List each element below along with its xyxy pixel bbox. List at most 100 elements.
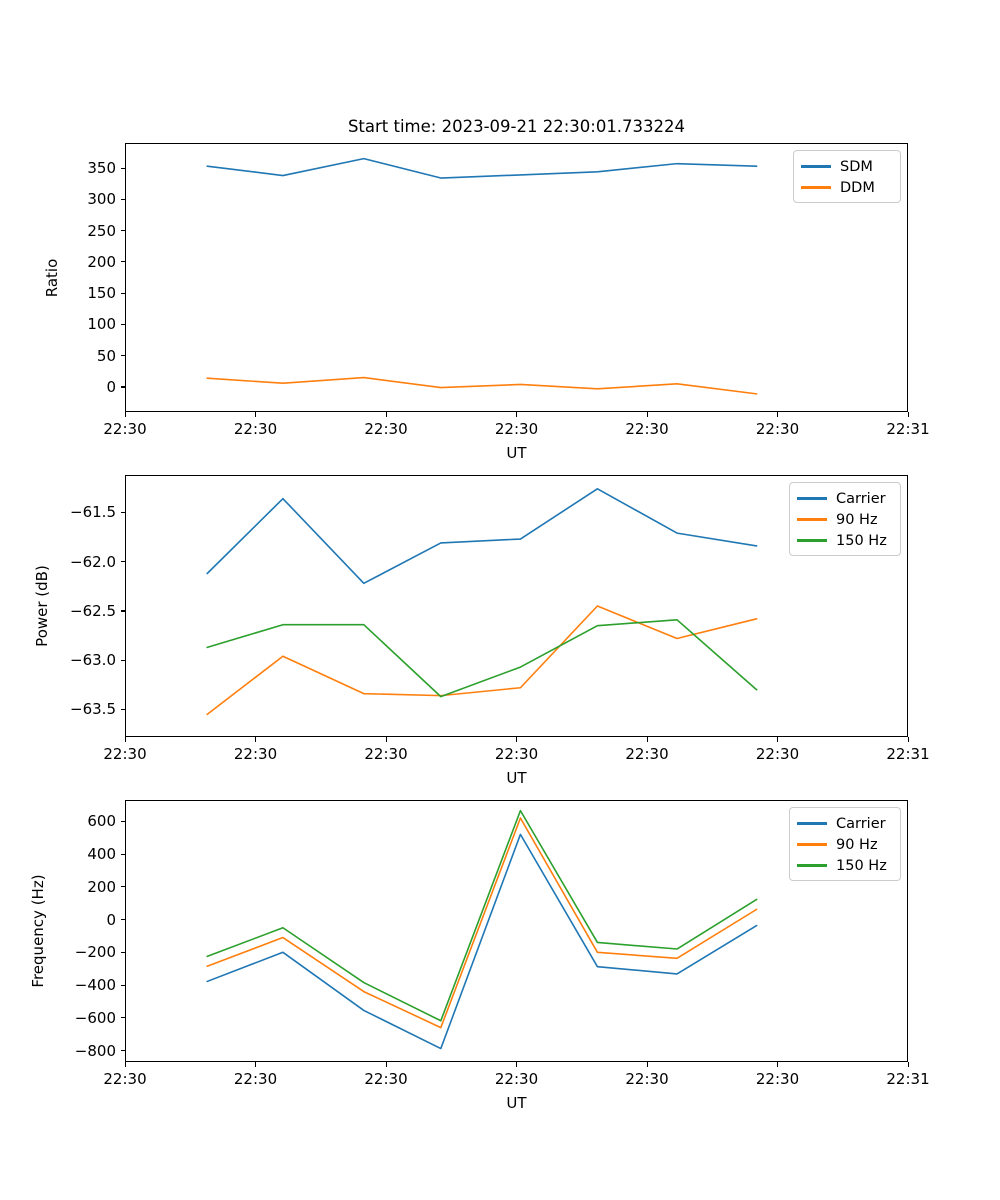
legend: Carrier 90 Hz 150 Hz [789, 482, 901, 556]
xtick-mark [777, 1062, 779, 1067]
ytick-label: −61.5 [70, 503, 116, 522]
xtick-mark [516, 737, 518, 742]
ytick-label: −400 [74, 976, 116, 995]
ytick-mark [120, 820, 125, 822]
ytick-label: 50 [96, 346, 116, 365]
legend-label: 150 Hz [836, 532, 887, 549]
legend-item: 150 Hz [797, 855, 893, 876]
ytick-label: 250 [87, 221, 116, 240]
ytick-mark [120, 511, 125, 514]
ytick-mark [120, 1050, 125, 1052]
legend-swatch-carrier [797, 497, 827, 500]
legend-item: 90 Hz [797, 834, 893, 855]
xtick-label: 22:30 [494, 1070, 539, 1088]
xtick-mark [516, 412, 518, 417]
xtick-label: 22:30 [233, 420, 278, 438]
xtick-label: 22:30 [755, 1070, 800, 1088]
legend-item: 90 Hz [797, 509, 893, 530]
xtick-mark [646, 412, 648, 417]
subplot-1: 0 50 100 150 200 250 300 350 22:30 22:30 22:30 22:3… [43, 143, 930, 462]
xtick-label: 22:30 [755, 745, 800, 763]
xtick-mark [385, 737, 387, 742]
ytick-mark [120, 167, 125, 169]
xtick-label: 22:30 [103, 1070, 147, 1088]
ytick-mark [120, 561, 125, 563]
ytick-label: −63.5 [70, 700, 116, 719]
ytick-label: 100 [87, 315, 116, 334]
yaxis-label: Ratio [43, 258, 61, 297]
legend-item: DDM [801, 177, 893, 198]
legend-item: SDM [801, 156, 893, 177]
xtick-mark [777, 737, 779, 742]
xtick-label: 22:30 [364, 1070, 408, 1088]
series-line-150-hz [206, 618, 758, 698]
ytick-mark [120, 355, 125, 357]
ytick-label: 600 [87, 812, 116, 831]
xtick-label: 22:30 [755, 420, 800, 438]
xtick-label: 22:30 [233, 1070, 278, 1088]
series-line-150-hz [206, 809, 758, 1022]
xtick-mark [124, 737, 126, 742]
ytick-mark [120, 1017, 125, 1019]
ytick-label: 350 [87, 159, 116, 178]
yaxis-label: Frequency (Hz) [29, 874, 47, 988]
ytick-mark [120, 708, 125, 710]
plot-lines [206, 157, 758, 395]
xtick-mark [516, 1062, 518, 1067]
xtick-label: 22:31 [886, 745, 930, 763]
ytick-label: 200 [87, 252, 116, 271]
subplot-2: −63.5 −63.0 −62.5 −62.0 −61.5 22:30 22:30 22:30… [33, 475, 930, 787]
legend-label: SDM [840, 158, 873, 175]
ytick-mark [120, 610, 125, 612]
axes-frame [125, 475, 908, 737]
legend-swatch-ddm [801, 186, 831, 189]
xtick-label: 22:31 [886, 420, 930, 438]
ytick-mark [120, 886, 125, 888]
ytick-mark [120, 386, 125, 388]
xtick-mark [646, 737, 648, 742]
xaxis-label: UT [506, 1094, 527, 1112]
xtick-mark [385, 412, 387, 417]
ytick-label: −200 [74, 943, 116, 962]
xtick-mark [255, 737, 257, 742]
xtick-label: 22:31 [886, 1070, 930, 1088]
xtick-mark [907, 412, 909, 417]
xtick-mark [255, 1062, 257, 1067]
figure-title: Start time: 2023-09-21 22:30:01.733224 [347, 117, 686, 136]
ytick-mark [120, 323, 125, 325]
ytick-mark [120, 292, 125, 294]
xtick-mark [385, 1062, 387, 1067]
legend-item: Carrier [797, 488, 893, 509]
legend-swatch-sdm [801, 165, 831, 168]
xaxis-label: UT [506, 769, 527, 787]
ytick-mark [120, 951, 125, 953]
xtick-label: 22:30 [494, 420, 539, 438]
ytick-mark [120, 659, 125, 661]
legend-swatch-90-hz [797, 843, 827, 846]
series-line-carrier [206, 487, 758, 585]
axes-frame [125, 143, 908, 412]
xtick-mark [907, 1062, 909, 1067]
ytick-label: −800 [74, 1041, 116, 1060]
legend-swatch-carrier [797, 822, 827, 825]
ytick-mark [120, 198, 125, 200]
xtick-mark [124, 412, 126, 417]
xtick-label: 22:30 [625, 1070, 669, 1088]
ytick-label: 300 [87, 190, 116, 209]
xtick-mark [124, 1062, 126, 1067]
legend-label: Carrier [836, 815, 886, 832]
legend-swatch-150-hz [797, 539, 827, 542]
legend-swatch-150-hz [797, 864, 827, 867]
ytick-mark [120, 919, 125, 921]
xtick-label: 22:30 [233, 745, 278, 763]
ytick-label: −600 [74, 1008, 116, 1027]
legend-label: Carrier [836, 490, 886, 507]
series-line-ddm [206, 376, 758, 395]
series-line-90-hz [206, 817, 758, 1029]
series-line-sdm [206, 157, 758, 179]
plot-lines [206, 809, 758, 1050]
ytick-mark [120, 984, 125, 986]
xtick-label: 22:30 [103, 420, 147, 438]
plot-lines [206, 487, 758, 716]
